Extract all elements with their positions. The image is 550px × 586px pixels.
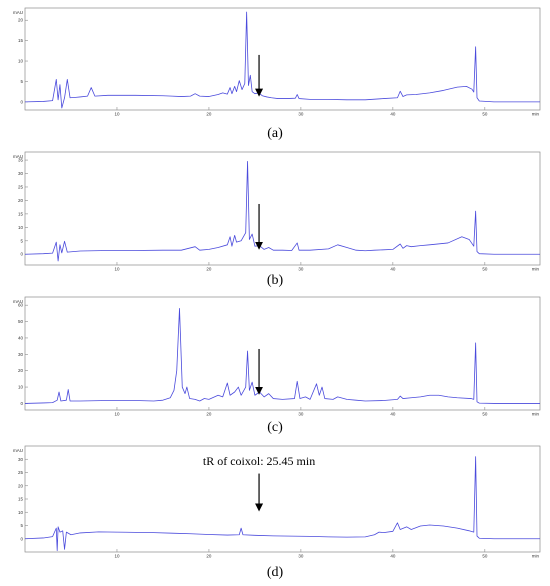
y-tick-label: 0	[20, 252, 23, 257]
y-tick-label: 15	[18, 211, 24, 216]
y-tick-label: 15	[18, 497, 24, 502]
plot-frame	[24, 151, 541, 266]
x-tick-label: 10	[114, 267, 120, 272]
y-axis-unit: mAU	[13, 154, 23, 159]
y-tick-label: 5	[20, 523, 23, 528]
x-tick-label: 40	[390, 554, 396, 559]
y-tick-label: 20	[18, 483, 24, 488]
x-axis-unit: min	[532, 112, 540, 117]
x-tick-label: 10	[114, 412, 120, 417]
y-tick-label: 30	[18, 352, 24, 357]
chart-panel-1: 0 5 10 15 20 mAU 10 20 30 40 50 min (a)	[13, 7, 541, 141]
x-tick-label: 10	[114, 554, 120, 559]
x-tick-label: 20	[206, 112, 212, 117]
y-tick-label: 5	[20, 238, 23, 243]
x-tick-label: 50	[482, 112, 488, 117]
chromatogram-trace	[24, 11, 540, 109]
panel-label: (b)	[267, 273, 284, 288]
x-tick-label: 50	[482, 267, 488, 272]
y-tick-label: 25	[18, 184, 24, 189]
x-tick-label: 40	[390, 412, 396, 417]
y-tick-label: 60	[18, 303, 24, 308]
x-tick-label: 30	[298, 267, 304, 272]
x-axis-unit: min	[532, 554, 540, 559]
y-tick-label: 50	[18, 319, 24, 324]
y-tick-label: 20	[18, 368, 24, 373]
panel-label: (a)	[267, 126, 283, 141]
y-tick-label: 40	[18, 335, 24, 340]
y-tick-label: 10	[18, 385, 24, 390]
x-tick-label: 20	[206, 267, 212, 272]
y-tick-label: 15	[18, 38, 24, 43]
y-tick-label: 35	[18, 158, 24, 163]
y-tick-label: 10	[18, 225, 24, 230]
y-axis-unit: mAU	[13, 10, 23, 15]
y-tick-label: 20	[18, 18, 24, 23]
y-axis-unit: mAU	[13, 299, 23, 304]
chromatogram-trace	[24, 308, 540, 404]
y-tick-label: 25	[18, 470, 24, 475]
x-tick-label: 40	[390, 267, 396, 272]
x-tick-label: 10	[114, 112, 120, 117]
y-tick-label: 10	[18, 59, 24, 64]
y-tick-label: 5	[20, 79, 23, 84]
coixol-annotation: tR of coixol: 25.45 min	[203, 454, 315, 468]
x-tick-label: 50	[482, 412, 488, 417]
panel-label: (d)	[267, 565, 284, 580]
panel-label: (c)	[267, 420, 283, 435]
y-tick-label: 0	[20, 536, 23, 541]
x-tick-label: 40	[390, 112, 396, 117]
y-tick-label: 0	[20, 99, 23, 104]
y-tick-label: 10	[18, 510, 24, 515]
y-tick-label: 30	[18, 171, 24, 176]
x-tick-label: 20	[206, 412, 212, 417]
x-tick-label: 30	[298, 412, 304, 417]
y-tick-label: 20	[18, 198, 24, 203]
x-axis-unit: min	[532, 412, 540, 417]
x-tick-label: 20	[206, 554, 212, 559]
y-tick-label: 30	[18, 457, 24, 462]
chromatogram-trace	[24, 161, 540, 262]
chromatogram-trace	[24, 456, 540, 552]
chart-panel-4: 0 5 10 15 20 25 30 mAU 10 20 30 40 50 min tR of coixol…	[13, 445, 541, 580]
x-tick-label: 30	[298, 112, 304, 117]
y-tick-label: 0	[20, 401, 23, 406]
x-tick-label: 50	[482, 554, 488, 559]
plot-frame	[24, 7, 541, 111]
plot-frame	[24, 296, 541, 411]
x-axis-unit: min	[532, 267, 540, 272]
y-axis-unit: mAU	[13, 448, 23, 453]
x-tick-label: 30	[298, 554, 304, 559]
